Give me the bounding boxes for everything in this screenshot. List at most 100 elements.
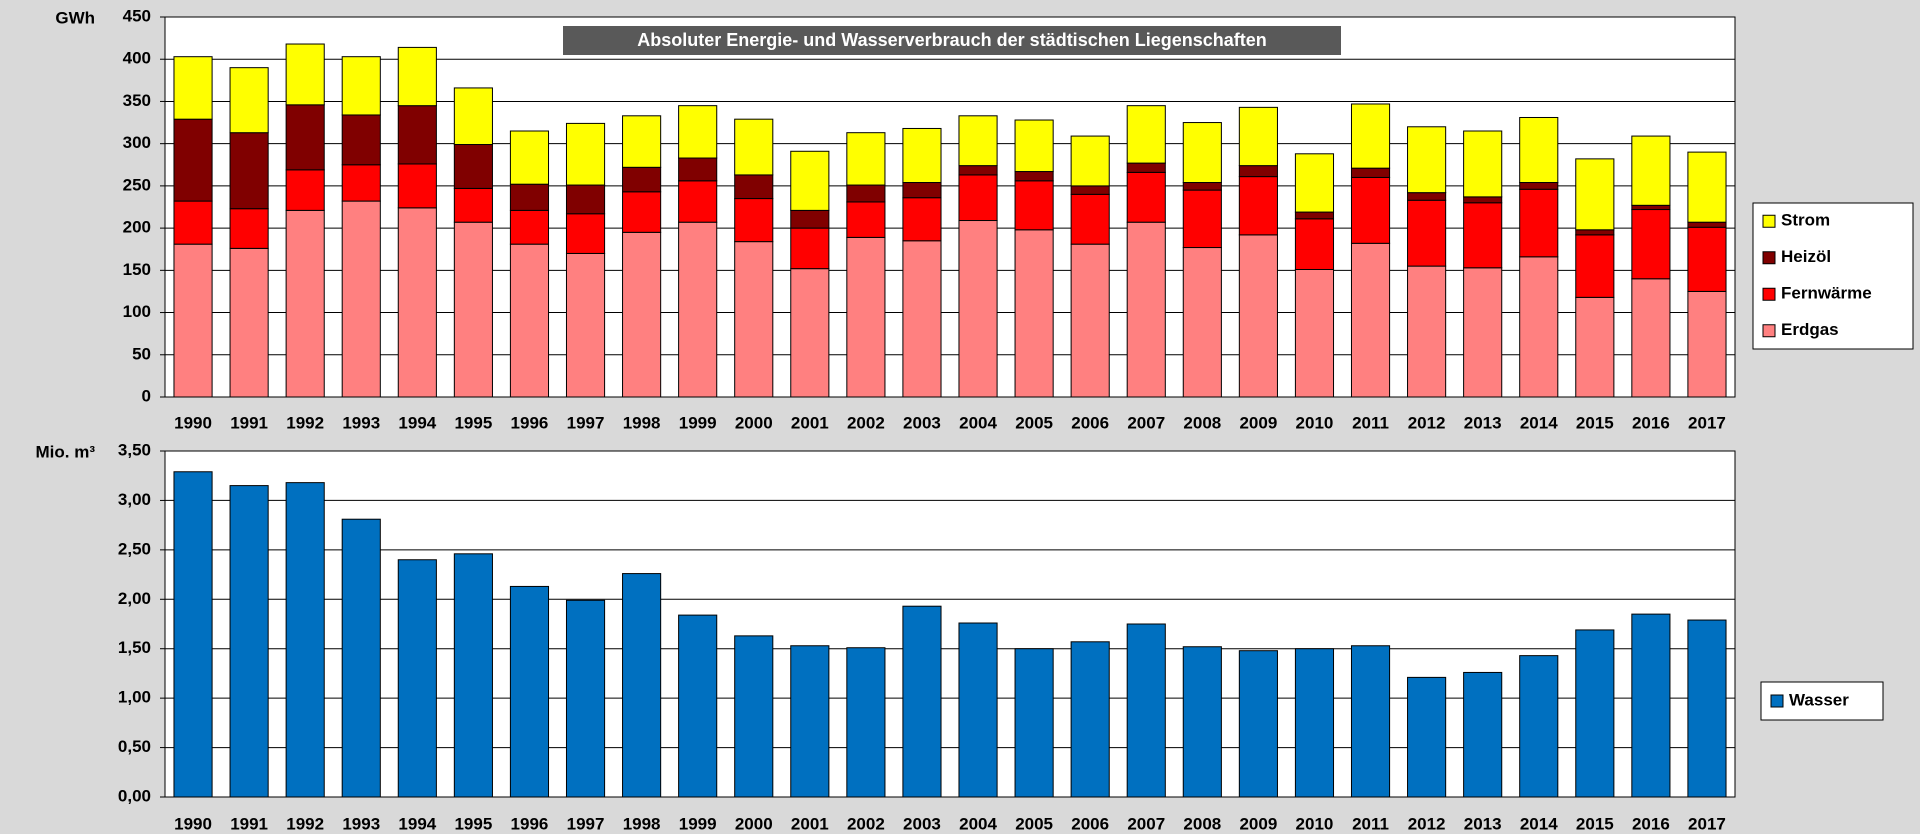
y-tick-label: 0 [142, 386, 151, 405]
bar [1294, 268, 1335, 398]
bar [1463, 671, 1503, 798]
y-axis-label: GWh [55, 8, 95, 27]
title-box [563, 26, 1341, 55]
bar [1575, 296, 1615, 398]
x-tick-label: 1991 [230, 413, 268, 432]
bar [509, 183, 550, 211]
bar [1070, 193, 1110, 245]
x-tick-label: 2011 [1352, 413, 1389, 432]
bar [1014, 648, 1054, 798]
bar [1519, 256, 1559, 398]
y-tick-label: 250 [123, 175, 151, 194]
bar [1182, 122, 1222, 184]
x-tick-label: 1999 [679, 413, 717, 432]
bar [453, 553, 493, 798]
y-tick-label: 3,00 [118, 490, 151, 509]
x-tick-label: 2016 [1632, 814, 1670, 833]
bar [734, 635, 774, 798]
bar [790, 268, 830, 398]
bar [1687, 619, 1727, 798]
bar [1238, 176, 1278, 236]
y-tick-label: 400 [123, 49, 151, 68]
y-tick-label: 2,00 [118, 589, 151, 608]
bar [958, 220, 998, 398]
bar [846, 201, 886, 238]
x-tick-label: 2009 [1239, 814, 1277, 833]
bar [1238, 165, 1278, 178]
y-axis-label: Mio. m³ [36, 442, 96, 461]
bar [622, 191, 662, 233]
bar [397, 207, 437, 398]
x-tick-label: 1992 [286, 413, 324, 432]
bar [1350, 103, 1391, 169]
x-tick-label: 2009 [1239, 413, 1277, 432]
x-tick-label: 1998 [623, 814, 661, 833]
bar [173, 243, 213, 398]
bar [1575, 629, 1615, 798]
x-tick-label: 1997 [567, 413, 605, 432]
bar [509, 130, 550, 185]
bar [678, 180, 718, 223]
x-tick-label: 2003 [903, 814, 941, 833]
x-tick-label: 2006 [1071, 413, 1109, 432]
bar [1687, 226, 1727, 292]
bar [1350, 176, 1391, 244]
bar [622, 231, 662, 398]
y-tick-label: 450 [123, 6, 151, 25]
bar [1350, 167, 1391, 178]
bar [1631, 613, 1671, 798]
x-tick-label: 2013 [1464, 413, 1502, 432]
legend-swatch [1762, 324, 1776, 338]
bar [1294, 218, 1335, 270]
bar [1070, 243, 1110, 398]
y-tick-label: 0,00 [118, 786, 151, 805]
bar [565, 122, 606, 186]
x-tick-label: 2015 [1576, 814, 1614, 833]
bar [1126, 162, 1166, 173]
bar [565, 252, 606, 398]
y-tick-label: 100 [123, 302, 151, 321]
bar [1575, 158, 1615, 231]
bar [565, 599, 606, 798]
bar [453, 187, 493, 223]
bar [229, 67, 269, 134]
bar [902, 127, 942, 184]
bar [678, 614, 718, 798]
bar [622, 115, 662, 168]
x-tick-label: 2008 [1183, 413, 1221, 432]
bar [285, 104, 325, 171]
bar [285, 482, 325, 798]
bar [622, 573, 662, 798]
bar [1126, 623, 1166, 798]
bar [1463, 202, 1503, 269]
bar [565, 213, 606, 254]
x-tick-label: 1992 [286, 814, 324, 833]
x-tick-label: 2004 [959, 814, 997, 833]
x-tick-label: 1996 [511, 814, 549, 833]
bar [1070, 185, 1110, 195]
x-tick-label: 2001 [791, 413, 829, 432]
bar [734, 118, 774, 176]
bar [173, 471, 213, 798]
x-tick-label: 2008 [1183, 814, 1221, 833]
y-tick-label: 1,50 [118, 638, 151, 657]
bar [1519, 188, 1559, 258]
bar [1575, 234, 1615, 298]
x-tick-label: 1994 [398, 413, 436, 432]
bar [509, 243, 550, 398]
bar [397, 559, 437, 798]
bar [1014, 180, 1054, 231]
bar [1350, 242, 1391, 398]
x-tick-label: 2017 [1688, 814, 1726, 833]
bar [1126, 171, 1166, 223]
x-tick-label: 2013 [1464, 814, 1502, 833]
x-tick-label: 2016 [1632, 413, 1670, 432]
bar [1182, 189, 1222, 249]
bar [1014, 229, 1054, 398]
bar [1294, 211, 1335, 220]
bar [1631, 204, 1671, 211]
bar [1294, 648, 1335, 798]
y-tick-label: 1,00 [118, 688, 151, 707]
legend-label: Erdgas [1781, 320, 1839, 339]
bar [734, 174, 774, 200]
